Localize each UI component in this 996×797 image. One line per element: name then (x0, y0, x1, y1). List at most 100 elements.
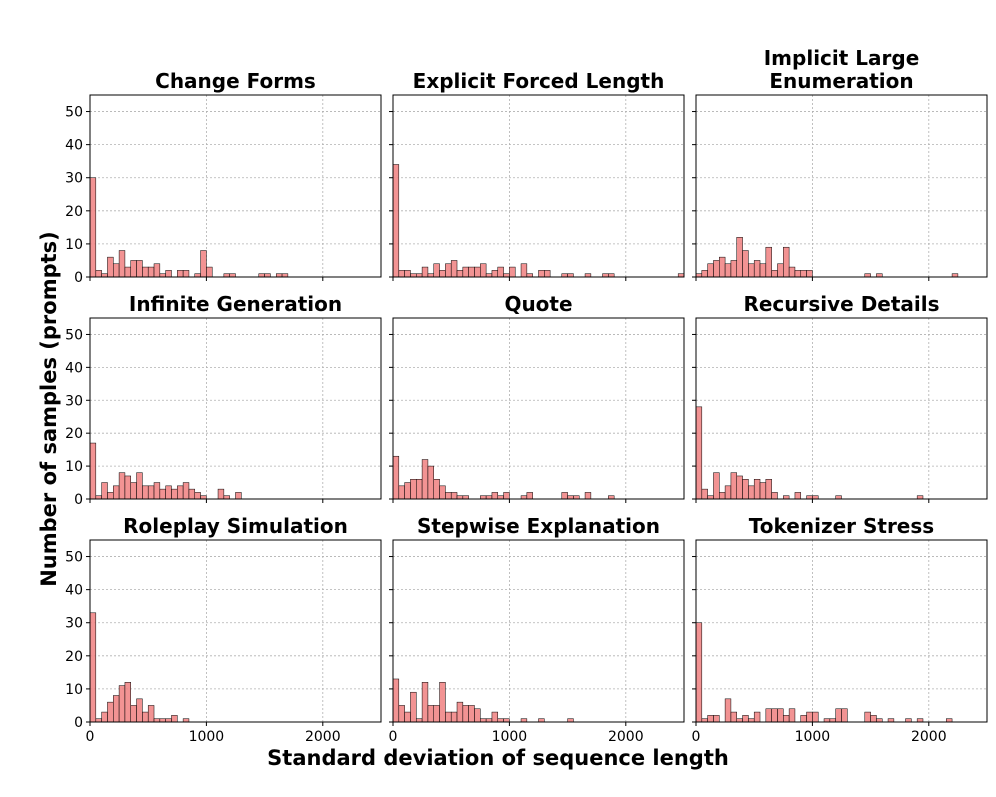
histogram-bar (713, 715, 720, 723)
histogram-bar (765, 708, 772, 723)
y-tick-label: 20 (65, 426, 83, 442)
histogram-bar (410, 691, 417, 723)
x-tick-label: 1000 (189, 729, 225, 745)
panel-title: Infinite Generation (129, 292, 342, 316)
panel-title: Stepwise Explanation (417, 514, 660, 538)
histogram-bar (188, 488, 196, 500)
histogram-bar (730, 472, 737, 500)
histogram-bar (462, 705, 469, 723)
plot-frame (89, 317, 382, 500)
histogram-bar (788, 266, 796, 278)
histogram-bar (398, 485, 405, 500)
y-tick-label: 30 (65, 616, 83, 632)
histogram-bar (783, 715, 790, 723)
histogram-bar (404, 711, 411, 723)
x-axis-label: Standard deviation of sequence length (267, 746, 729, 770)
histogram-bar (124, 266, 131, 278)
histogram-bar (538, 270, 545, 278)
histogram-bar (724, 263, 732, 278)
plot-background (696, 95, 987, 277)
x-tick-label: 2000 (608, 729, 644, 745)
x-tick-label: 0 (692, 729, 701, 745)
histogram-bar (95, 270, 102, 278)
histogram-bar (864, 711, 871, 723)
histogram-bar (771, 270, 778, 278)
plot-frame (695, 94, 988, 278)
histogram-bar (509, 266, 516, 278)
histogram-bar (520, 263, 528, 278)
y-tick-label: 50 (65, 550, 83, 566)
panel-title: Recursive Details (743, 292, 939, 316)
histogram-bar (748, 485, 755, 500)
histogram-bar (182, 482, 190, 500)
histogram-bar (730, 260, 737, 278)
histogram-bar (392, 164, 400, 278)
histogram-bar (124, 475, 131, 500)
histogram-bar (474, 708, 481, 723)
histogram-bar (707, 263, 714, 278)
histogram-bar (468, 266, 475, 278)
y-axis-label: Number of samples (prompts) (37, 231, 61, 587)
histogram-bar (107, 701, 114, 723)
histogram-bar (89, 612, 97, 723)
plot-background (90, 318, 381, 499)
histogram-bar (788, 708, 796, 723)
histogram-bar (783, 246, 790, 278)
plot-frame (392, 94, 685, 278)
histogram-bar (177, 485, 184, 500)
histogram-bar (113, 695, 120, 723)
histogram-bar (206, 266, 213, 278)
histogram-bar (392, 455, 400, 500)
x-tick-label: 1000 (795, 729, 831, 745)
histogram-bar (765, 246, 772, 278)
panel-0: 0 10 20 30 40 50 Change Forms (65, 69, 382, 286)
histogram-bar (450, 492, 458, 500)
histogram-bar (101, 711, 108, 723)
plot-frame (89, 94, 382, 278)
histogram-bar (421, 266, 429, 278)
histogram-bar (433, 263, 440, 278)
histogram-bar (147, 266, 155, 278)
histogram-bar (445, 492, 452, 500)
histogram-bar (159, 488, 166, 500)
plot-background (90, 540, 381, 722)
histogram-bar (753, 711, 761, 723)
histogram-bar (800, 270, 807, 278)
histogram-bar (497, 266, 504, 278)
panel-title: Explicit Forced Length (413, 69, 665, 93)
histogram-bar (724, 485, 732, 500)
histogram-bar (439, 485, 446, 500)
histogram-bar (427, 465, 434, 500)
histogram-bar (433, 705, 440, 723)
histogram-bar (427, 705, 434, 723)
histogram-bar (561, 492, 568, 500)
histogram-bar (153, 482, 161, 500)
histogram-bar (544, 270, 551, 278)
y-tick-label: 40 (65, 138, 83, 154)
x-tick-label: 0 (86, 729, 95, 745)
histogram-bar (142, 711, 149, 723)
plot-frame (392, 539, 685, 723)
histogram-bar (742, 715, 749, 723)
y-tick-label: 30 (65, 171, 83, 187)
histogram-bar (584, 492, 592, 500)
histogram-bar (182, 270, 190, 278)
panel-7: 0 1000 2000 Stepwise Explanation (389, 514, 685, 745)
histogram-bar (713, 472, 720, 500)
histogram-bar (113, 485, 120, 500)
y-tick-label: 10 (65, 237, 83, 253)
histogram-bar (421, 682, 429, 723)
histogram-bar (113, 263, 120, 278)
y-tick-label: 10 (65, 459, 83, 475)
histogram-bar (707, 715, 714, 723)
histogram-bar (421, 459, 429, 500)
histogram-bar (468, 705, 475, 723)
histogram-bar (806, 270, 813, 278)
x-tick-label: 2000 (305, 729, 341, 745)
plot-background (393, 318, 684, 499)
histogram-bar (107, 256, 114, 278)
histogram-bar (194, 492, 201, 500)
histogram-bar (753, 260, 761, 278)
histogram-bar (730, 711, 737, 723)
histogram-bar (480, 263, 487, 278)
